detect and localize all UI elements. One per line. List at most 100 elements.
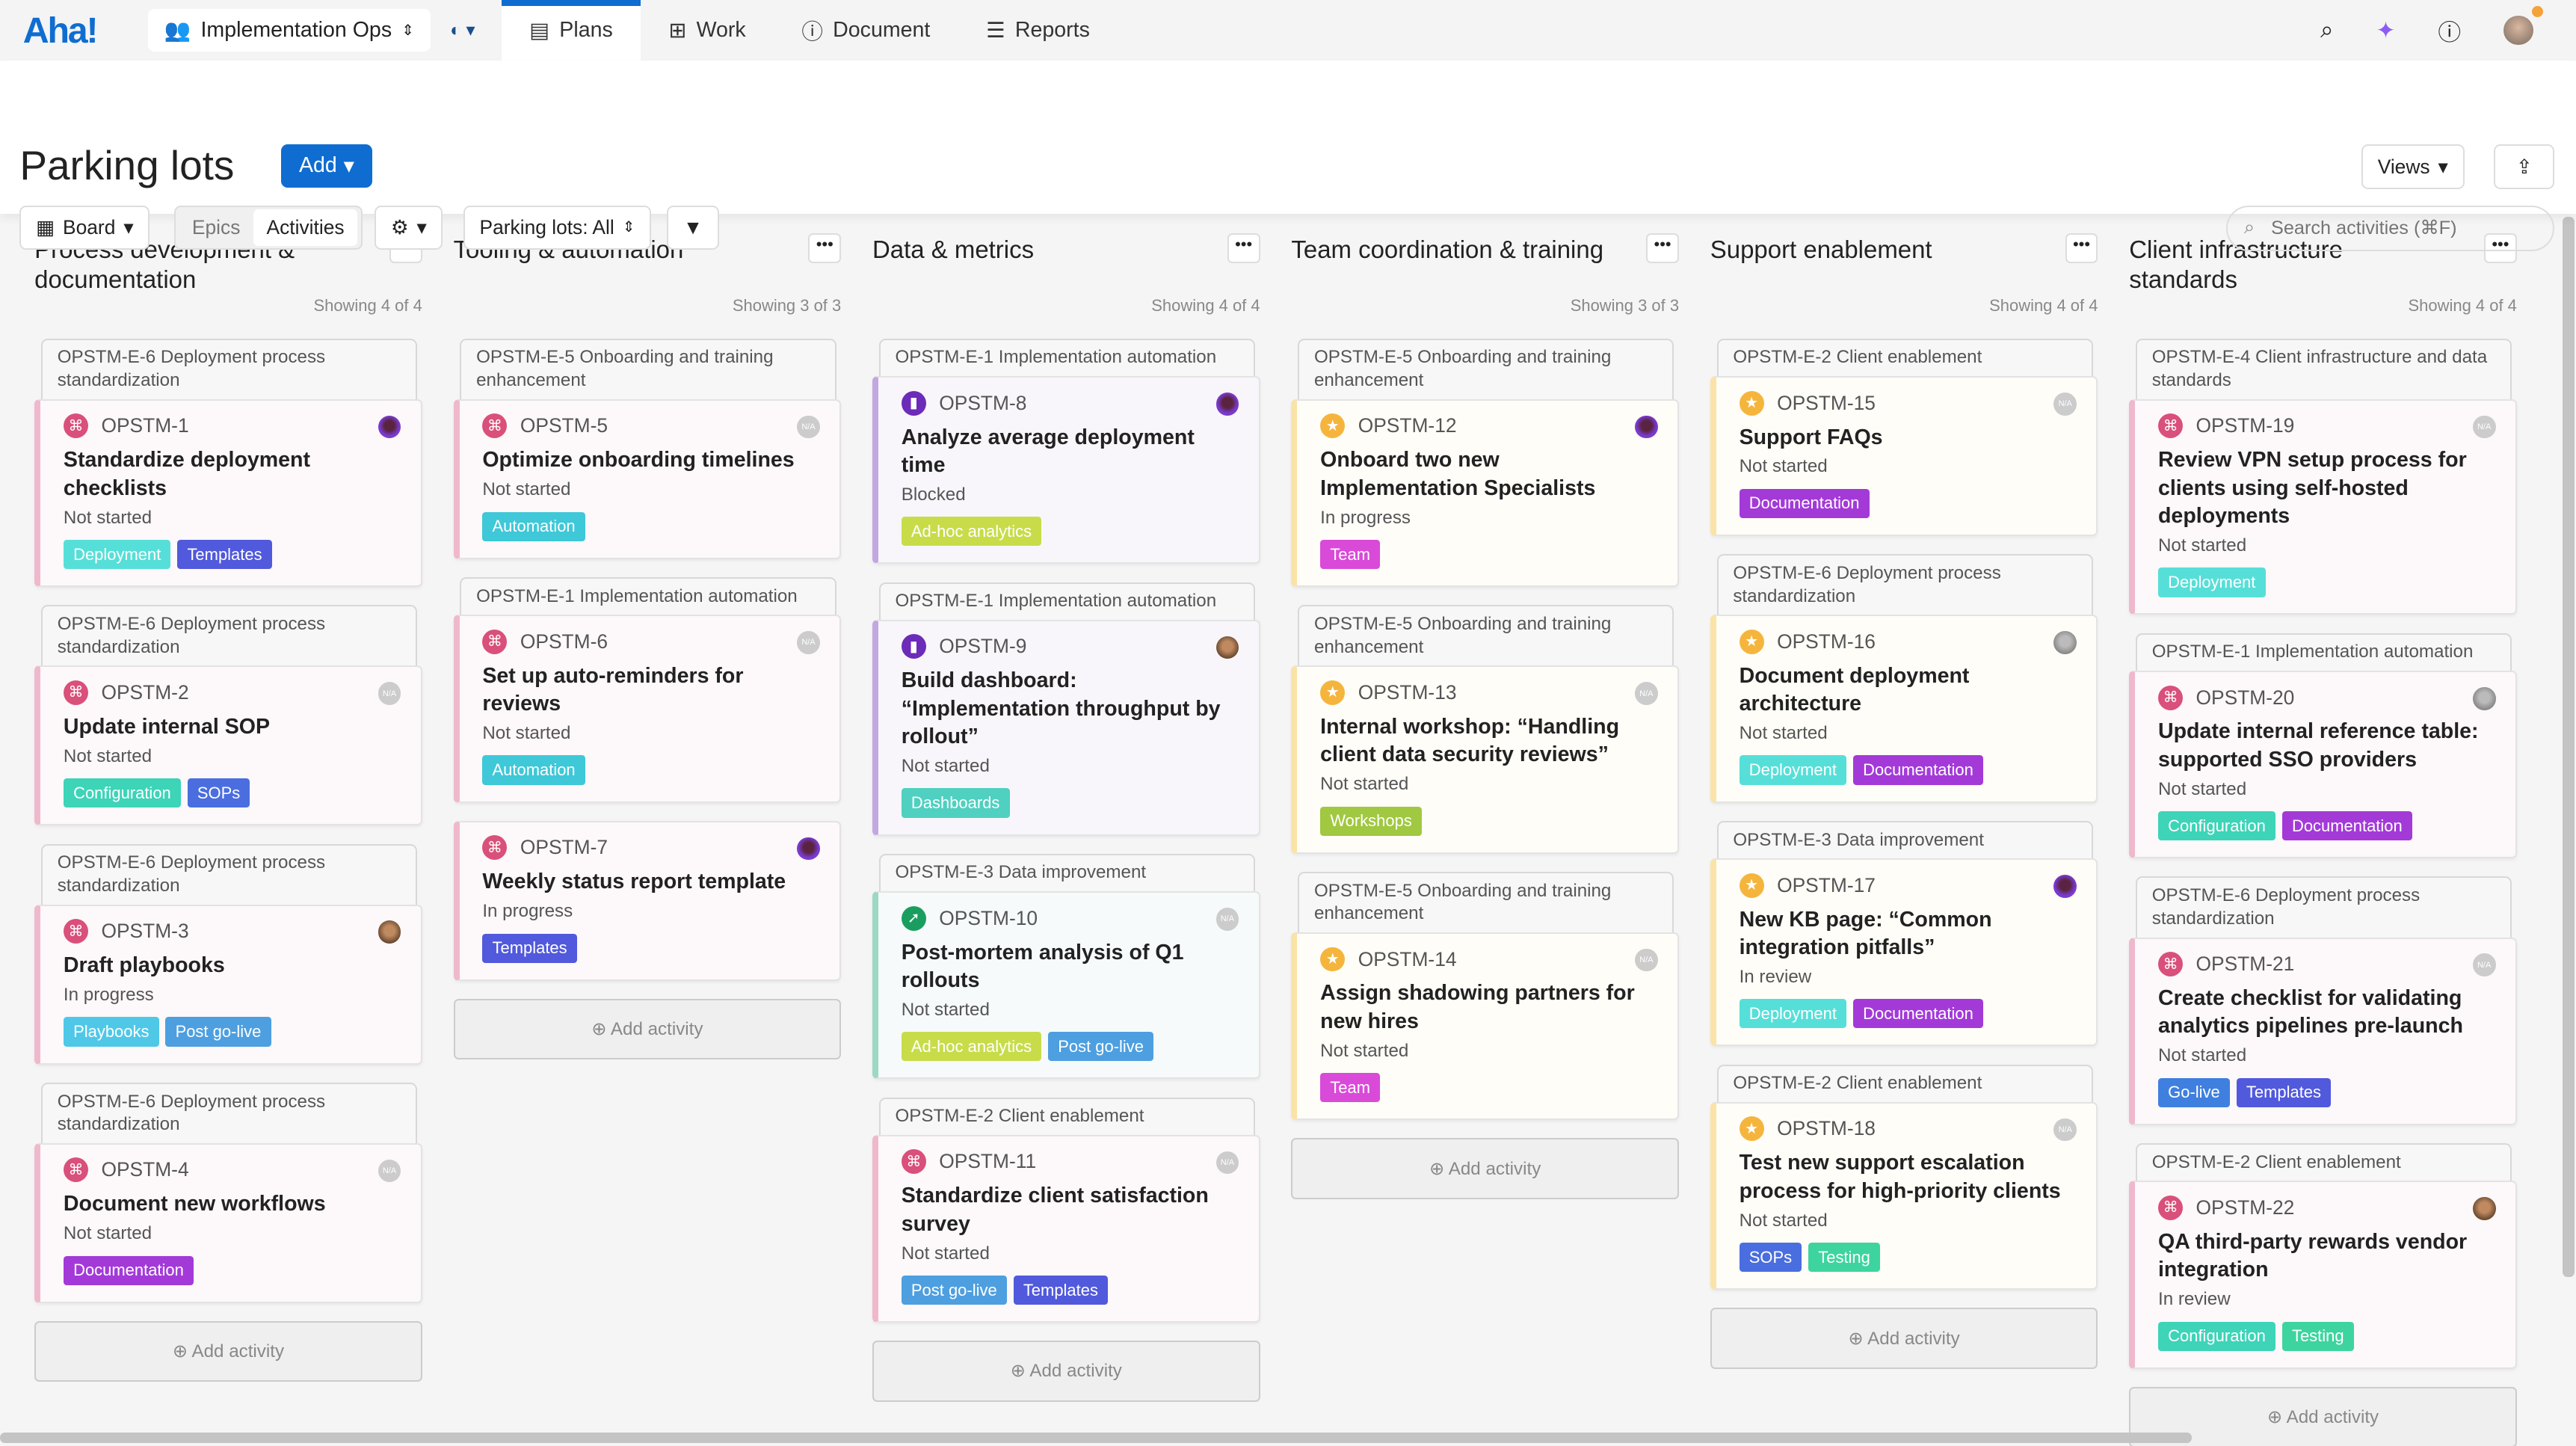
activity-title[interactable]: Post-mortem analysis of Q1 rollouts [901, 940, 1184, 992]
search-input[interactable] [2267, 215, 2515, 241]
activity-card[interactable]: ⌘ OPSTM-20 Update internal reference tabl… [2129, 670, 2517, 859]
activity-card[interactable]: ★ OPSTM-18 N/A Test new support escalation… [1710, 1101, 2098, 1290]
tag[interactable]: Templates [177, 539, 272, 570]
epic-label[interactable]: OPSTM-E-1 Implementation automation [878, 338, 1256, 377]
epic-label[interactable]: OPSTM-E-2 Client enablement [878, 1097, 1256, 1135]
epic-label[interactable]: OPSTM-E-3 Data improvement [878, 853, 1256, 892]
activity-title[interactable]: Update internal SOP [63, 714, 271, 739]
activity-card[interactable]: ⌘ OPSTM-2 N/A Update internal SOP Not star… [34, 665, 422, 826]
tab-work[interactable]: ⊞ Work [668, 18, 746, 43]
unassigned-avatar[interactable]: N/A [378, 682, 401, 705]
activity-card[interactable]: ★ OPSTM-17 New KB page: “Common integrati… [1710, 858, 2098, 1047]
user-avatar[interactable] [2503, 5, 2544, 46]
tag[interactable]: Documentation [1852, 755, 1984, 785]
activity-card[interactable]: ⌘ OPSTM-19 N/A Review VPN setup process fo… [2129, 399, 2517, 615]
assignee-avatar[interactable] [2053, 874, 2077, 898]
activity-card[interactable]: ⌘ OPSTM-6 N/A Set up auto-reminders for re… [453, 615, 842, 803]
tag[interactable]: Templates [1013, 1276, 1109, 1305]
activity-title[interactable]: Document deployment architecture [1739, 663, 1970, 716]
activity-title[interactable]: Assign shadowing partners for new hires [1320, 981, 1635, 1033]
unassigned-avatar[interactable]: N/A [2472, 415, 2496, 439]
activity-title[interactable]: Analyze average deployment time [901, 425, 1195, 477]
tag[interactable]: Deployment [1739, 755, 1847, 785]
tag[interactable]: Post go-live [1048, 1032, 1154, 1062]
activity-title[interactable]: QA third-party rewards vendor integratio… [2157, 1229, 2468, 1282]
add-activity-button[interactable]: ⊕ Add activity [453, 998, 842, 1060]
tab-plans[interactable]: ▤ Plans [501, 0, 641, 61]
workspace-icon-dropdown[interactable]: ◐ ▾ [450, 20, 475, 41]
ai-sparkle-icon[interactable]: ✦ [2376, 16, 2396, 43]
tab-document[interactable]: ⓘ Document [774, 0, 958, 61]
tag[interactable]: Documentation [1852, 999, 1984, 1029]
assignee-avatar[interactable] [797, 837, 820, 861]
activity-card[interactable]: ➚ OPSTM-10 N/A Post-mortem analysis of Q1 … [872, 891, 1260, 1080]
activity-title[interactable]: Update internal reference table: support… [2157, 719, 2479, 772]
tag[interactable]: Automation [482, 755, 585, 785]
search-icon[interactable]: ⌕ [2320, 16, 2334, 43]
epic-label[interactable]: OPSTM-E-6 Deployment process standardiza… [1716, 554, 2093, 615]
unassigned-avatar[interactable]: N/A [2053, 392, 2077, 416]
tag[interactable]: Documentation [1739, 488, 1870, 519]
tag[interactable]: SOPs [1739, 1243, 1802, 1273]
unassigned-avatar[interactable]: N/A [2472, 953, 2496, 977]
add-activity-button[interactable]: ⊕ Add activity [2129, 1386, 2517, 1446]
tag[interactable]: Ad-hoc analytics [901, 1032, 1042, 1062]
epic-label[interactable]: OPSTM-E-1 Implementation automation [878, 582, 1256, 620]
activity-card[interactable]: ★ OPSTM-13 N/A Internal workshop: “Handlin… [1291, 665, 1680, 854]
epic-label[interactable]: OPSTM-E-2 Client enablement [1716, 1064, 2093, 1102]
share-button[interactable]: ⇪ [2494, 144, 2555, 189]
activity-card[interactable]: ⌘ OPSTM-11 N/A Standardize client satisfac… [872, 1134, 1260, 1323]
more-options-button[interactable]: ••• [2065, 233, 2098, 263]
tag[interactable]: Post go-live [901, 1276, 1007, 1305]
assignee-avatar[interactable] [378, 920, 401, 944]
unassigned-avatar[interactable]: N/A [1215, 907, 1239, 931]
tag[interactable]: Templates [482, 933, 577, 963]
tag[interactable]: Templates [2236, 1077, 2332, 1107]
add-activity-button[interactable]: ⊕ Add activity [872, 1341, 1260, 1402]
help-icon[interactable]: ⓘ [2438, 19, 2462, 46]
views-button[interactable]: Views ▾ [2361, 144, 2465, 189]
more-options-button[interactable]: ••• [1227, 233, 1260, 263]
activity-card[interactable]: ★ OPSTM-15 N/A Support FAQs Not started Do… [1710, 376, 2098, 536]
activity-card[interactable]: ★ OPSTM-16 Document deployment architectu… [1710, 615, 2098, 803]
activity-title[interactable]: Support FAQs [1739, 425, 1883, 449]
assignee-avatar[interactable] [378, 415, 401, 439]
unassigned-avatar[interactable]: N/A [2053, 1118, 2077, 1142]
tag[interactable]: Documentation [2281, 811, 2412, 841]
epic-label[interactable]: OPSTM-E-1 Implementation automation [2136, 633, 2512, 671]
assignee-avatar[interactable] [1634, 415, 1658, 439]
tag[interactable]: Playbooks [63, 1017, 159, 1047]
tag[interactable]: Deployment [63, 539, 171, 570]
activity-card[interactable]: ▮ OPSTM-9 Build dashboard: “Implementatio… [872, 619, 1260, 836]
epic-label[interactable]: OPSTM-E-5 Onboarding and training enhanc… [1298, 338, 1674, 399]
activity-title[interactable]: New KB page: “Common integration pitfall… [1739, 907, 1992, 959]
settings-button[interactable]: ⚙ ▾ [375, 205, 443, 250]
activity-card[interactable]: ▮ OPSTM-8 Analyze average deployment time… [872, 376, 1260, 564]
add-activity-button[interactable]: ⊕ Add activity [1710, 1308, 2098, 1369]
activity-card[interactable]: ★ OPSTM-12 Onboard two new Implementation… [1291, 399, 1680, 588]
epic-label[interactable]: OPSTM-E-6 Deployment process standardiza… [40, 338, 418, 399]
tag[interactable]: Automation [482, 511, 585, 541]
epic-label[interactable]: OPSTM-E-5 Onboarding and training enhanc… [1298, 605, 1674, 666]
tag[interactable]: Deployment [1739, 999, 1847, 1029]
epic-label[interactable]: OPSTM-E-1 Implementation automation [460, 576, 836, 615]
vertical-scrollbar[interactable] [2563, 217, 2575, 1277]
add-activity-button[interactable]: ⊕ Add activity [34, 1320, 422, 1382]
parking-lots-filter[interactable]: Parking lots: All ⇕ [463, 205, 652, 250]
activity-title[interactable]: Set up auto-reminders for reviews [482, 663, 744, 716]
tag[interactable]: Team [1320, 1073, 1381, 1103]
unassigned-avatar[interactable]: N/A [797, 415, 820, 439]
unassigned-avatar[interactable]: N/A [1634, 948, 1658, 972]
activity-title[interactable]: Document new workflows [63, 1192, 326, 1216]
epic-label[interactable]: OPSTM-E-6 Deployment process standardiza… [40, 843, 418, 905]
filter-button[interactable]: ▼ [667, 205, 719, 250]
activity-card[interactable]: ⌘ OPSTM-22 QA third-party rewards vendor … [2129, 1181, 2517, 1369]
unassigned-avatar[interactable]: N/A [378, 1159, 401, 1183]
assignee-avatar[interactable] [2053, 631, 2077, 654]
logo[interactable]: Aha! [22, 10, 99, 51]
activity-title[interactable]: Test new support escalation process for … [1739, 1151, 2061, 1203]
toggle-epics[interactable]: Epics [191, 215, 241, 239]
tag[interactable]: Workshops [1320, 806, 1422, 836]
activity-card[interactable]: ⌘ OPSTM-1 Standardize deployment checklis… [34, 399, 422, 588]
tag[interactable]: Configuration [2157, 1321, 2276, 1351]
